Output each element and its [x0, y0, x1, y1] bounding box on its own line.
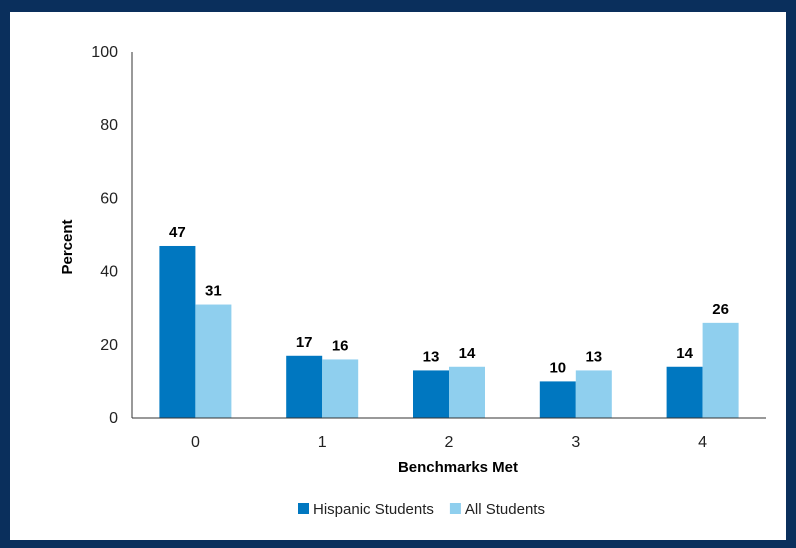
bar: [702, 322, 739, 418]
y-tick-label: 100: [91, 44, 118, 61]
data-label: 47: [169, 224, 186, 241]
data-label: 17: [296, 334, 313, 351]
x-tick-label: 0: [191, 434, 200, 451]
bars: [159, 245, 739, 418]
x-tick-label: 2: [445, 434, 454, 451]
x-tick-label: 1: [318, 434, 327, 451]
bar: [413, 370, 449, 418]
legend-swatch: [449, 503, 461, 514]
data-label: 16: [332, 337, 349, 354]
y-axis-ticks: 0 20 40 60 80 100: [91, 44, 118, 427]
data-label: 13: [585, 348, 602, 365]
data-label: 14: [459, 345, 476, 362]
y-tick-label: 0: [109, 410, 118, 427]
x-axis-ticks: 0 1 2 3 4: [191, 434, 707, 451]
y-tick-label: 60: [100, 190, 118, 207]
data-label: 13: [423, 348, 440, 365]
y-tick-label: 40: [100, 264, 118, 281]
x-tick-label: 4: [698, 434, 707, 451]
legend: Hispanic Students All Students: [298, 501, 545, 518]
data-label: 14: [676, 345, 693, 362]
x-axis-title: Benchmarks Met: [398, 459, 518, 476]
y-tick-label: 20: [100, 337, 118, 354]
x-tick-label: 3: [571, 434, 580, 451]
legend-swatch: [298, 503, 309, 514]
y-axis-title: Percent: [59, 219, 76, 274]
data-label: 10: [549, 359, 566, 376]
y-tick-label: 80: [100, 117, 118, 134]
bar: [449, 366, 485, 418]
bar: [159, 245, 196, 418]
bar: [575, 370, 612, 418]
data-labels: 47 31 17 16 13 14 10 13 14 26: [169, 224, 729, 376]
data-label: 31: [205, 283, 222, 300]
bar: [322, 359, 359, 418]
legend-label: Hispanic Students: [313, 501, 434, 518]
bar: [286, 355, 323, 418]
data-label: 26: [712, 301, 729, 318]
bar: [539, 381, 576, 418]
legend-label: All Students: [465, 501, 545, 518]
bar: [195, 304, 232, 418]
bar: [666, 366, 703, 418]
